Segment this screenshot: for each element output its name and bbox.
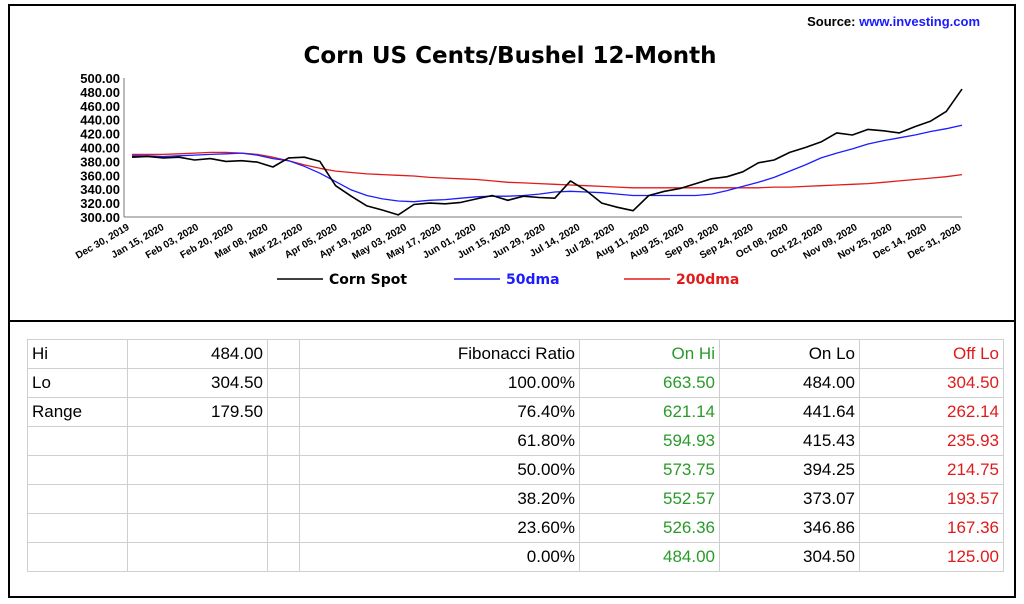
table-cell: Hi <box>27 339 128 369</box>
legend-label: 200dma <box>676 272 739 288</box>
table-cell <box>267 426 300 456</box>
table-row: Range 179.50 76.40% 621.14 441.64 262.14 <box>27 397 1004 427</box>
table-cell: 304.50 <box>859 368 1004 398</box>
table-row: 0.00% 484.00 304.50 125.00 <box>27 542 1004 572</box>
table-cell: 38.20% <box>299 484 580 514</box>
y-tick-label: 320.00 <box>80 196 120 211</box>
y-tick-label: 500.00 <box>80 71 120 86</box>
table-cell: 304.50 <box>127 368 268 398</box>
table-cell: Range <box>27 397 128 427</box>
table-cell: 167.36 <box>859 513 1004 543</box>
table-cell: 373.07 <box>719 484 860 514</box>
table-cell <box>27 426 128 456</box>
table-cell: 415.43 <box>719 426 860 456</box>
table-cell: 100.00% <box>299 368 580 398</box>
y-tick-label: 440.00 <box>80 113 120 128</box>
table-cell: Off Lo <box>859 339 1004 369</box>
price-chart: Corn US Cents/Bushel 12-Month 500.00480.… <box>74 43 964 288</box>
source-label: Source: <box>807 14 856 29</box>
table-cell <box>267 542 300 572</box>
table-cell: 526.36 <box>579 513 720 543</box>
table-row: 38.20% 552.57 373.07 193.57 <box>27 484 1004 514</box>
table-cell: 304.50 <box>719 542 860 572</box>
table-cell: 61.80% <box>299 426 580 456</box>
y-tick-label: 340.00 <box>80 182 120 197</box>
table-cell <box>127 542 268 572</box>
table-cell: 594.93 <box>579 426 720 456</box>
table-cell: 573.75 <box>579 455 720 485</box>
y-tick-label: 380.00 <box>80 154 120 169</box>
y-tick-label: 420.00 <box>80 127 120 142</box>
table-row: Lo 304.50 100.00% 663.50 484.00 304.50 <box>27 368 1004 398</box>
legend-label: Corn Spot <box>329 272 407 288</box>
chart-title: Corn US Cents/Bushel 12-Month <box>303 43 716 69</box>
table-cell <box>267 513 300 543</box>
table-cell <box>267 397 300 427</box>
table-row: 61.80% 594.93 415.43 235.93 <box>27 426 1004 456</box>
table-cell: 484.00 <box>579 542 720 572</box>
table-cell <box>267 339 300 369</box>
table-cell: On Lo <box>719 339 860 369</box>
table-cell: 262.14 <box>859 397 1004 427</box>
table-row: 23.60% 526.36 346.86 167.36 <box>27 513 1004 543</box>
source-url[interactable]: www.investing.com <box>859 14 980 29</box>
y-tick-label: 480.00 <box>80 85 120 100</box>
table-cell: 0.00% <box>299 542 580 572</box>
table-cell: 663.50 <box>579 368 720 398</box>
y-tick-label: 360.00 <box>80 168 120 183</box>
table-cell: 193.57 <box>859 484 1004 514</box>
figure-frame <box>8 4 1016 598</box>
section-divider <box>8 320 1016 322</box>
table-cell <box>127 513 268 543</box>
table-cell <box>127 484 268 514</box>
table-cell: 552.57 <box>579 484 720 514</box>
fibonacci-table: Hi 484.00 Fibonacci Ratio On Hi On Lo Off Lo L… <box>27 339 1004 572</box>
table-cell: Lo <box>27 368 128 398</box>
table-cell: 125.00 <box>859 542 1004 572</box>
table-cell: 484.00 <box>127 339 268 369</box>
table-cell: Fibonacci Ratio <box>299 339 580 369</box>
y-tick-label: 300.00 <box>80 210 120 225</box>
table-row: 50.00% 573.75 394.25 214.75 <box>27 455 1004 485</box>
table-cell: 346.86 <box>719 513 860 543</box>
table-cell: 484.00 <box>719 368 860 398</box>
table-cell: 23.60% <box>299 513 580 543</box>
source-note: Source: www.investing.com <box>807 14 980 29</box>
plot-lines <box>131 88 963 216</box>
legend: Corn Spot 50dma 200dma <box>277 272 739 288</box>
legend-item: Corn Spot <box>277 272 407 288</box>
legend-label: 50dma <box>506 272 560 288</box>
table-cell: 394.25 <box>719 455 860 485</box>
table-cell: 235.93 <box>859 426 1004 456</box>
table-cell: 50.00% <box>299 455 580 485</box>
table-cell <box>127 426 268 456</box>
y-axis: 500.00480.00460.00440.00420.00400.00380.… <box>80 71 125 225</box>
table-cell <box>27 513 128 543</box>
table-cell <box>267 368 300 398</box>
table-cell: 214.75 <box>859 455 1004 485</box>
table-cell: 179.50 <box>127 397 268 427</box>
y-tick-label: 400.00 <box>80 141 120 156</box>
table-cell <box>27 542 128 572</box>
legend-item: 50dma <box>454 272 560 288</box>
table-cell: 621.14 <box>579 397 720 427</box>
legend-item: 200dma <box>624 272 739 288</box>
table-cell <box>127 455 268 485</box>
table-cell: 441.64 <box>719 397 860 427</box>
table-cell: 76.40% <box>299 397 580 427</box>
series-line-corn-spot <box>131 88 963 216</box>
table-cell <box>267 455 300 485</box>
table-cell <box>27 455 128 485</box>
series-line-200dma <box>132 151 963 189</box>
table-cell: On Hi <box>579 339 720 369</box>
table-cell <box>27 484 128 514</box>
y-tick-label: 460.00 <box>80 99 120 114</box>
table-row: Hi 484.00 Fibonacci Ratio On Hi On Lo Off Lo <box>27 339 1004 369</box>
table-cell <box>267 484 300 514</box>
series-line-50dma <box>132 124 963 203</box>
